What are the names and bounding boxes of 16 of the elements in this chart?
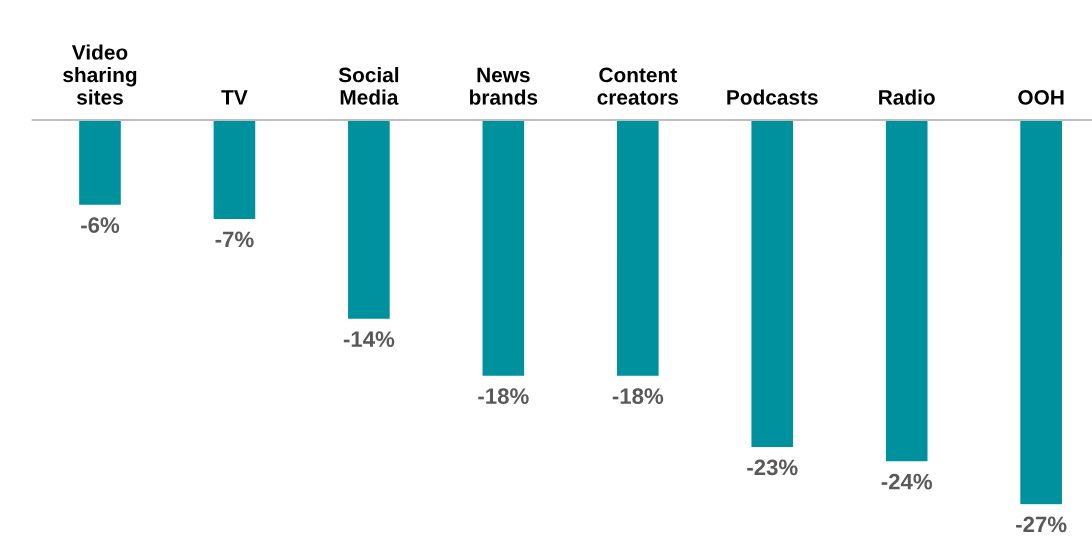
x-tick-label: Social Media bbox=[338, 67, 399, 105]
x-tick-label: News brands bbox=[469, 67, 538, 105]
data-label: -27% bbox=[1016, 516, 1067, 533]
data-label: -18% bbox=[478, 388, 529, 404]
x-tick-label: Radio bbox=[879, 89, 935, 105]
data-label: -14% bbox=[343, 331, 395, 347]
data-label: -24% bbox=[881, 473, 933, 490]
x-tick-label: TV bbox=[221, 90, 248, 105]
x-tick-label: OOH bbox=[1018, 90, 1064, 105]
data-label: -6% bbox=[81, 217, 120, 233]
data-label: -7% bbox=[215, 231, 254, 248]
data-label: -23% bbox=[747, 459, 798, 476]
x-tick-label: Video sharing sites bbox=[63, 44, 137, 105]
x-tick-label: Podcasts bbox=[727, 89, 818, 105]
data-label: -18% bbox=[612, 388, 664, 404]
x-tick-label: Content creators bbox=[597, 67, 679, 105]
